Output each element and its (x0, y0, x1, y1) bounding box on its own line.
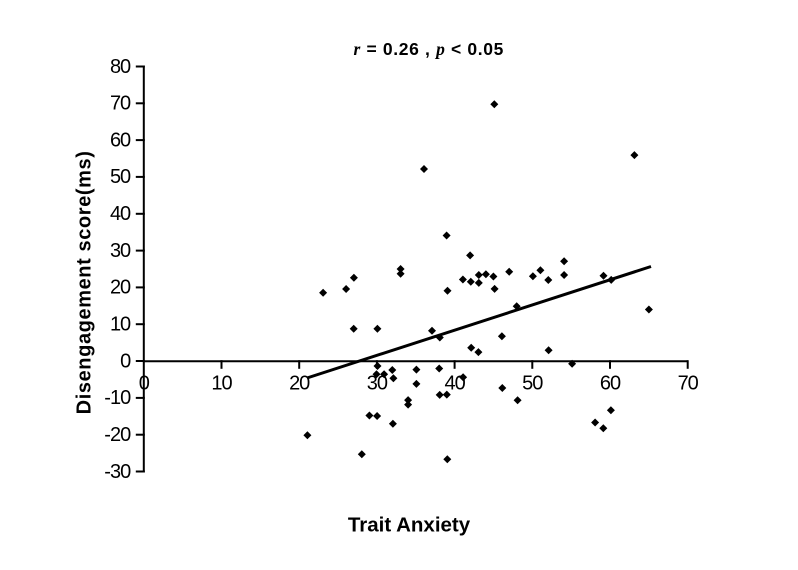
svg-text:30: 30 (367, 372, 388, 394)
svg-text:70: 70 (110, 93, 131, 115)
svg-text:20: 20 (289, 372, 310, 394)
svg-text:60: 60 (110, 129, 131, 151)
svg-text:-10: -10 (104, 387, 131, 409)
svg-text:r = 0.26 , p < 0.05: r = 0.26 , p < 0.05 (354, 39, 505, 59)
svg-text:-20: -20 (104, 424, 131, 446)
svg-text:10: 10 (211, 372, 232, 394)
svg-text:80: 80 (110, 56, 131, 78)
svg-text:Trait Anxiety: Trait Anxiety (348, 514, 471, 537)
svg-text:-30: -30 (104, 461, 131, 483)
svg-text:10: 10 (110, 314, 131, 336)
svg-text:Disengagement score(ms): Disengagement score(ms) (74, 150, 96, 414)
svg-text:50: 50 (110, 166, 131, 188)
svg-text:20: 20 (110, 277, 131, 299)
svg-text:0: 0 (120, 350, 131, 372)
svg-text:70: 70 (678, 372, 699, 394)
svg-text:40: 40 (110, 203, 131, 225)
svg-text:60: 60 (600, 372, 621, 394)
svg-text:30: 30 (110, 240, 131, 262)
svg-text:0: 0 (139, 372, 150, 394)
svg-text:50: 50 (522, 372, 543, 394)
